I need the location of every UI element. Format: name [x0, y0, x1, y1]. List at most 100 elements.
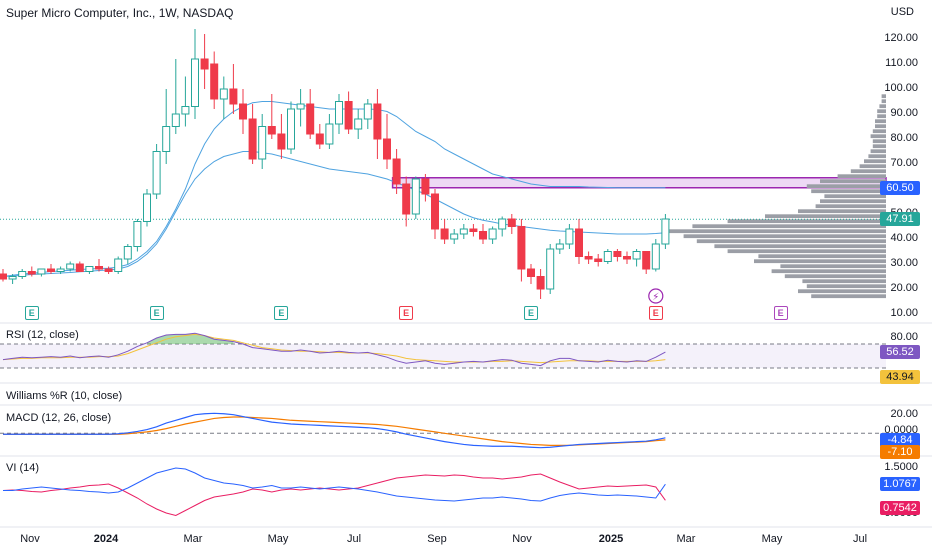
candle-body [37, 268, 46, 275]
candle-body [594, 258, 603, 262]
volume-profile-bar [872, 129, 886, 134]
earnings-marker: E [24, 306, 39, 320]
candle-body [363, 103, 372, 120]
price-tick-label: 30.00 [890, 257, 918, 269]
volume-profile-bar [868, 154, 886, 159]
volume-profile-bar [877, 109, 886, 114]
candle-body [258, 126, 267, 160]
candle-body [344, 101, 353, 130]
vi-value-tag: 1.0767 [880, 477, 920, 492]
price-tag-47.91: 47.91 [880, 212, 920, 227]
macd-value-tag: -4.84 [880, 433, 920, 448]
volume-profile-bar [714, 244, 886, 249]
x-axis-label: Sep [427, 533, 447, 545]
candle-body [392, 158, 401, 185]
candle-body [402, 183, 411, 215]
volume-profile-bar [877, 114, 886, 119]
candle-body [181, 106, 190, 115]
volume-profile-bar [666, 229, 886, 234]
earnings-marker: E [149, 306, 164, 320]
candle-body [450, 233, 459, 240]
candle-body [27, 271, 36, 275]
candle-body [651, 243, 660, 270]
volume-profile-bar [850, 169, 886, 174]
volume-profile-bar [837, 174, 886, 179]
candle-body [527, 268, 535, 277]
price-tick-label: 110.00 [885, 57, 918, 69]
candle-body [171, 113, 180, 127]
candle-body [287, 108, 295, 150]
volume-profile-bar [798, 209, 886, 214]
candle-body [488, 228, 497, 240]
rsi-line [2, 332, 666, 367]
candle-body [469, 228, 478, 232]
candle-body [200, 58, 209, 70]
x-axis-label: Jul [852, 533, 868, 545]
chart-title: Super Micro Computer, Inc., 1W, NASDAQ [6, 6, 234, 20]
candle-body [421, 178, 430, 195]
candle-body [296, 103, 305, 110]
x-axis-label: Mar [676, 533, 696, 545]
candle-body [315, 133, 324, 145]
candle-body [306, 103, 315, 135]
candle-body [248, 118, 257, 160]
candle-body [661, 218, 670, 245]
volume-profile-bar [727, 219, 886, 224]
vi-minus-line [2, 473, 666, 517]
volume-profile-bar [811, 189, 886, 194]
rsi-value-tag: 43.94 [880, 370, 920, 384]
volume-profile-bar [824, 194, 886, 199]
candle-body [536, 276, 545, 290]
candle-body [75, 263, 84, 272]
volume-profile-bar [754, 259, 886, 264]
macd-value-tag: -7.10 [880, 445, 920, 460]
earnings-marker: E [773, 306, 788, 320]
volume-profile-bar [881, 94, 886, 99]
volume-profile-bar [815, 204, 886, 209]
williams-pane-label: Williams %R (10, close) [6, 390, 123, 402]
candle-body [575, 228, 583, 257]
price-tag-60.50: 60.50 [880, 180, 920, 195]
vi-pane-label: VI (14) [6, 462, 40, 474]
candle-body [95, 266, 103, 270]
earnings-marker: E [648, 306, 663, 320]
volume-profile-bar [859, 164, 886, 169]
volume-profile-bar [872, 144, 886, 149]
candle-body [8, 276, 17, 280]
candle-body [565, 228, 574, 245]
x-axis-label: May [761, 533, 783, 545]
volume-profile-bar [780, 264, 886, 269]
volume-profile-bar [683, 234, 886, 239]
price-tick-label: 100.00 [884, 82, 918, 94]
candle-body [133, 221, 142, 247]
candle-body [373, 103, 382, 140]
candle-body [642, 251, 651, 270]
volume-profile-bar [875, 119, 886, 124]
moving-average-line [2, 101, 666, 277]
candle-body [18, 271, 27, 277]
candle-body [431, 193, 439, 230]
candle-body [66, 263, 75, 270]
earnings-marker: E [399, 306, 414, 320]
candle-body [277, 133, 286, 150]
candle-body [411, 178, 420, 215]
volume-profile-bar [864, 159, 886, 164]
volume-profile-bar [820, 179, 886, 184]
candle-body [191, 58, 199, 107]
macd-pane-label: MACD (12, 26, close) [6, 412, 112, 424]
candle-body [459, 228, 468, 235]
candle-body [507, 218, 516, 227]
candle-body [114, 258, 123, 272]
rsi-tick-label: 80.00 [890, 331, 918, 343]
candle-body [632, 251, 641, 260]
rsi-overbought-fill [147, 333, 234, 344]
price-tick-label: 80.00 [890, 132, 918, 144]
volume-profile-bar [727, 249, 886, 254]
x-axis-label: May [267, 533, 289, 545]
x-axis-label: 2024 [93, 533, 119, 545]
vi-plus-line [3, 467, 666, 502]
candle-body [613, 251, 622, 257]
earnings-marker: E [524, 306, 538, 320]
volume-profile-bar [765, 214, 886, 219]
